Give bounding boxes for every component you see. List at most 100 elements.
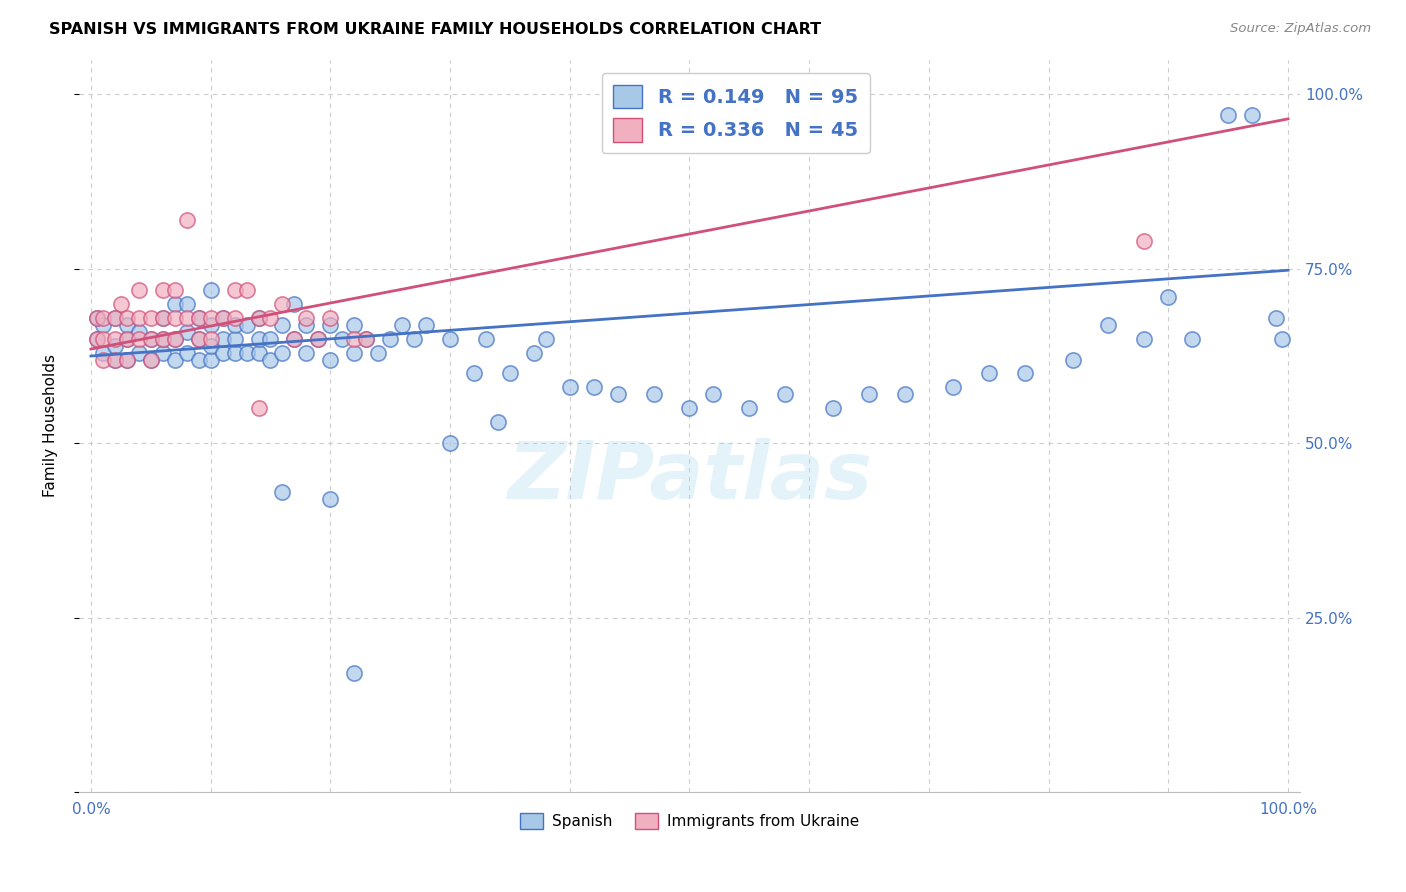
Point bbox=[307, 332, 329, 346]
Point bbox=[224, 283, 246, 297]
Point bbox=[235, 345, 257, 359]
Point bbox=[200, 332, 222, 346]
Point bbox=[211, 332, 233, 346]
Point bbox=[499, 367, 522, 381]
Point bbox=[152, 345, 174, 359]
Point bbox=[152, 332, 174, 346]
Point bbox=[247, 310, 270, 325]
Point bbox=[91, 310, 114, 325]
Point bbox=[115, 332, 138, 346]
Point bbox=[295, 345, 318, 359]
Point bbox=[176, 296, 198, 310]
Y-axis label: Family Households: Family Households bbox=[44, 354, 58, 497]
Point bbox=[104, 332, 127, 346]
Point bbox=[91, 318, 114, 332]
Point bbox=[247, 332, 270, 346]
Point bbox=[152, 310, 174, 325]
Point bbox=[1181, 332, 1204, 346]
Point bbox=[391, 318, 413, 332]
Point bbox=[115, 352, 138, 367]
Point bbox=[115, 352, 138, 367]
Point bbox=[415, 318, 437, 332]
Point bbox=[534, 332, 557, 346]
Point bbox=[224, 345, 246, 359]
Point bbox=[110, 296, 132, 310]
Point bbox=[558, 380, 581, 394]
Point bbox=[187, 332, 209, 346]
Point bbox=[128, 310, 150, 325]
Point bbox=[343, 318, 366, 332]
Point bbox=[942, 380, 965, 394]
Point bbox=[823, 401, 845, 416]
Point bbox=[271, 485, 294, 500]
Point bbox=[343, 345, 366, 359]
Point bbox=[115, 310, 138, 325]
Point bbox=[295, 318, 318, 332]
Point bbox=[380, 332, 402, 346]
Point bbox=[115, 332, 138, 346]
Point bbox=[176, 213, 198, 227]
Point bbox=[523, 345, 546, 359]
Point bbox=[439, 436, 461, 450]
Point bbox=[1133, 234, 1156, 248]
Point bbox=[343, 666, 366, 681]
Point bbox=[200, 318, 222, 332]
Point bbox=[582, 380, 605, 394]
Point bbox=[439, 332, 461, 346]
Point bbox=[775, 387, 797, 401]
Point bbox=[163, 332, 186, 346]
Point bbox=[86, 332, 108, 346]
Point bbox=[247, 401, 270, 416]
Point bbox=[295, 310, 318, 325]
Point bbox=[319, 491, 342, 506]
Point bbox=[1218, 108, 1240, 122]
Point bbox=[283, 296, 305, 310]
Point bbox=[343, 332, 366, 346]
Point bbox=[104, 338, 127, 352]
Point bbox=[367, 345, 389, 359]
Point bbox=[200, 310, 222, 325]
Point bbox=[176, 325, 198, 339]
Point bbox=[606, 387, 628, 401]
Point bbox=[187, 310, 209, 325]
Point bbox=[139, 310, 162, 325]
Point bbox=[1241, 108, 1264, 122]
Point bbox=[283, 332, 305, 346]
Point bbox=[163, 296, 186, 310]
Point bbox=[643, 387, 665, 401]
Point bbox=[104, 310, 127, 325]
Point bbox=[271, 318, 294, 332]
Point bbox=[247, 310, 270, 325]
Point bbox=[104, 352, 127, 367]
Point bbox=[176, 345, 198, 359]
Point bbox=[235, 283, 257, 297]
Point bbox=[200, 283, 222, 297]
Point bbox=[678, 401, 700, 416]
Point bbox=[1097, 318, 1119, 332]
Point bbox=[211, 310, 233, 325]
Point bbox=[128, 325, 150, 339]
Point bbox=[224, 318, 246, 332]
Point bbox=[86, 332, 108, 346]
Point bbox=[1265, 310, 1288, 325]
Point bbox=[259, 310, 281, 325]
Point bbox=[115, 318, 138, 332]
Point bbox=[86, 310, 108, 325]
Point bbox=[187, 352, 209, 367]
Point bbox=[247, 345, 270, 359]
Point bbox=[271, 345, 294, 359]
Point bbox=[319, 352, 342, 367]
Point bbox=[86, 310, 108, 325]
Point bbox=[235, 318, 257, 332]
Point bbox=[104, 310, 127, 325]
Point bbox=[463, 367, 485, 381]
Point bbox=[128, 345, 150, 359]
Point bbox=[738, 401, 761, 416]
Point bbox=[1157, 290, 1180, 304]
Point bbox=[283, 332, 305, 346]
Text: Source: ZipAtlas.com: Source: ZipAtlas.com bbox=[1230, 22, 1371, 36]
Point bbox=[404, 332, 426, 346]
Point bbox=[128, 283, 150, 297]
Point bbox=[152, 310, 174, 325]
Point bbox=[104, 352, 127, 367]
